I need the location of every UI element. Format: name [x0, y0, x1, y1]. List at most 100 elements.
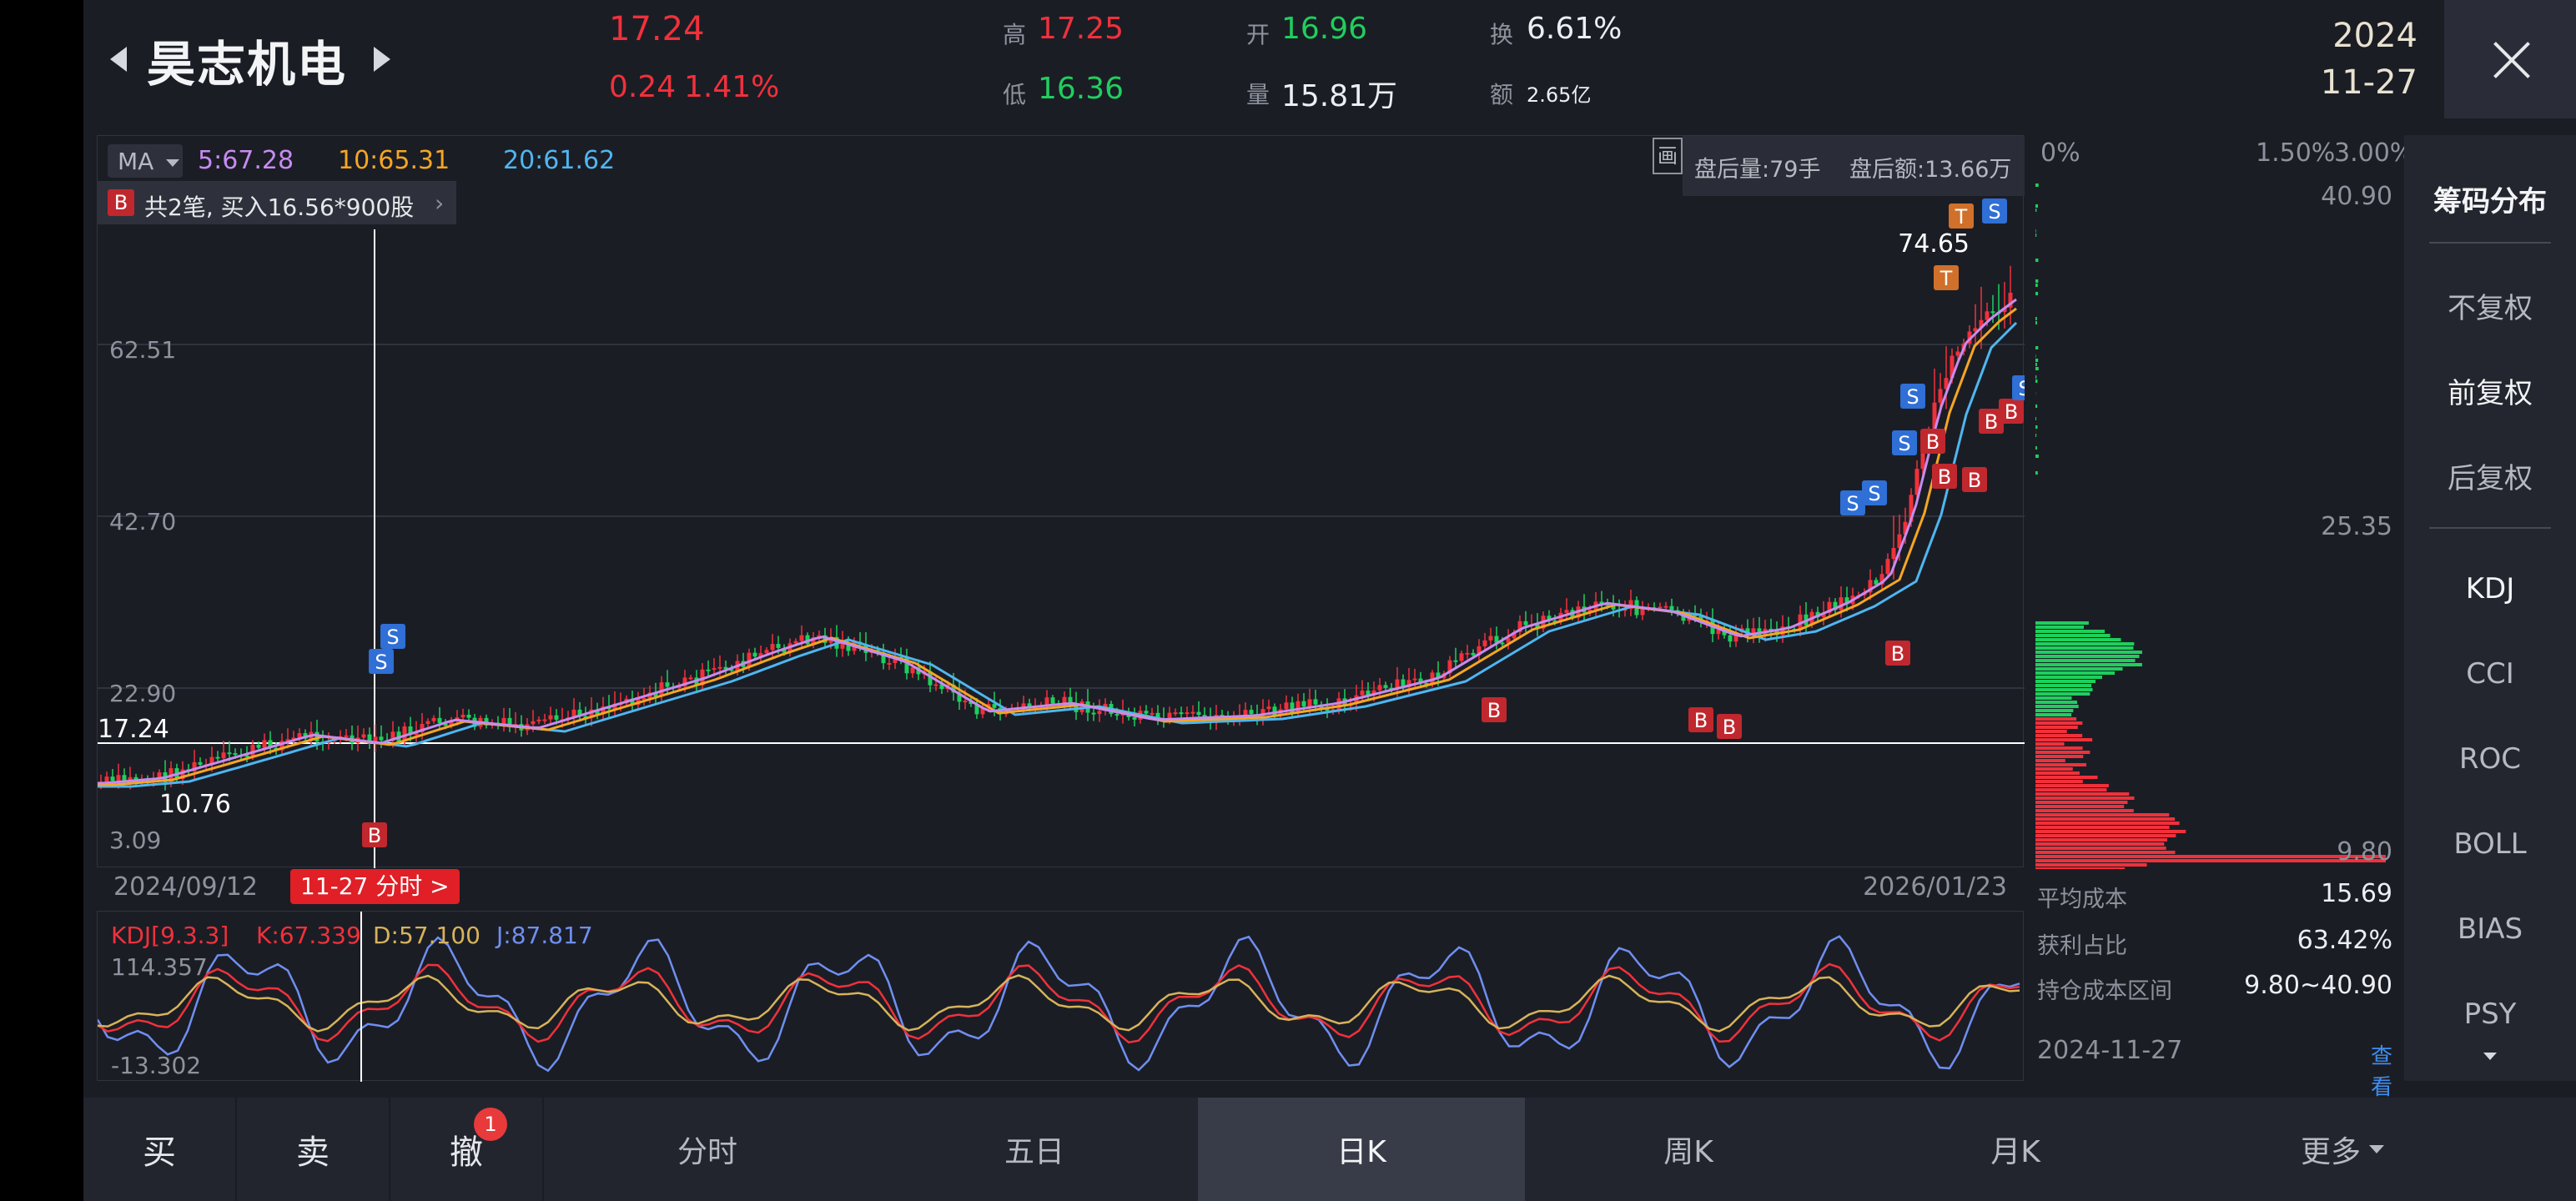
candle-body [1914, 469, 1919, 495]
candle-body [361, 734, 366, 738]
chip-bar [2035, 379, 2038, 383]
sidebar-item-chip[interactable]: 筹码分布 [2433, 185, 2547, 219]
candle-body [431, 717, 436, 721]
avg-cost-value: 15.69 [2321, 879, 2392, 908]
close-button[interactable] [2444, 0, 2576, 118]
trade-marker-label: B [1487, 699, 1501, 722]
draw-tool-button[interactable]: 画 [1653, 138, 1683, 174]
chip-bar [2035, 446, 2037, 450]
stock-name[interactable]: 昊志机电 [147, 36, 348, 93]
candle-body [1220, 715, 1225, 717]
trade-marker-label: B [1891, 642, 1904, 666]
chip-bar [2035, 701, 2078, 704]
tab-monthly-k[interactable]: 月K [1990, 1135, 2040, 1169]
tab-daily-k[interactable]: 日K [1198, 1098, 1525, 1201]
sidebar-item-bias[interactable]: BIAS [2457, 912, 2523, 946]
sidebar-item-kdj[interactable]: KDJ [2465, 572, 2515, 606]
trade-marker-label: S [375, 651, 387, 674]
prev-stock-icon[interactable] [110, 47, 127, 72]
trade-marker [1979, 409, 2004, 434]
tab-weekly-k[interactable]: 周K [1663, 1135, 1713, 1169]
candle-body [910, 667, 915, 674]
chip-bar [2035, 859, 2386, 862]
candle-body [244, 755, 249, 757]
candle-body [770, 644, 775, 651]
sidebar-item-backward-adjust[interactable]: 后复权 [2448, 462, 2533, 495]
chip-bar [2035, 734, 2083, 737]
candle-body [262, 740, 267, 748]
cancel-order-button[interactable]: 撤 [390, 1098, 544, 1201]
candle-body [1167, 712, 1172, 720]
candle-body [1150, 712, 1155, 715]
chip-bar [2035, 259, 2039, 262]
sidebar-item-no-adjust[interactable]: 不复权 [2448, 292, 2533, 325]
candle-body [957, 692, 962, 702]
candle-body [221, 752, 226, 759]
candle-body [963, 701, 968, 703]
candle-body [291, 737, 296, 740]
cursor-time-tag[interactable]: 11-27 分时 > [290, 869, 460, 904]
candle-body [420, 724, 425, 732]
chip-bar [2035, 705, 2079, 708]
buy-button[interactable]: 买 [83, 1098, 237, 1201]
y-label-1: 62.51 [109, 336, 177, 364]
sell-button[interactable]: 卖 [237, 1098, 390, 1201]
amount-value: 2.65亿 [1527, 83, 1592, 107]
sidebar-item-cci[interactable]: CCI [2466, 657, 2514, 691]
candle-body [992, 704, 997, 708]
chip-bar [2035, 455, 2039, 458]
candle-body [1091, 712, 1096, 715]
trade-marker-label: T [1940, 267, 1953, 290]
candle-body [933, 684, 938, 686]
trade-marker [1900, 384, 1925, 409]
candle-body [1418, 678, 1423, 683]
candle-body [379, 736, 384, 741]
sidebar-item-psy[interactable]: PSY [2463, 997, 2517, 1031]
low-value: 16.36 [1038, 72, 1124, 106]
candle-body [665, 682, 670, 687]
candle-body [1512, 631, 1517, 639]
chip-bar [2035, 776, 2098, 779]
candle-body [939, 684, 944, 690]
trade-marker-label: S [1846, 492, 1859, 515]
chip-bar [2035, 755, 2084, 758]
candle-body [548, 715, 553, 720]
kdj-chart[interactable]: KDJ[9.3.3] K:67.339 D:57.100 J:87.817 11… [97, 911, 2024, 1082]
candle-body [1453, 660, 1458, 662]
scroll-down-icon[interactable] [2483, 1053, 2497, 1060]
candle-body [1377, 685, 1382, 691]
candle-body [1062, 696, 1067, 706]
sidebar-item-roc[interactable]: ROC [2458, 742, 2522, 776]
candle-body [279, 741, 284, 751]
chip-bar [2035, 659, 2136, 662]
ma-selector[interactable]: MA [108, 144, 183, 178]
candle-body [840, 642, 845, 649]
chip-bar [2035, 209, 2037, 212]
candle-body [227, 752, 232, 755]
price-change-pct: 1.41% [684, 70, 780, 104]
sidebar-item-forward-adjust[interactable]: 前复权 [2448, 377, 2533, 410]
tab-five-day[interactable]: 五日 [1004, 1135, 1064, 1169]
candle-body [1243, 710, 1248, 716]
candle-body [466, 714, 471, 718]
trade-note-badge: B [108, 189, 134, 216]
trade-note[interactable]: B 共2笔, 买入16.56*900股 › [98, 181, 456, 224]
sidebar-item-boll[interactable]: BOLL [2453, 827, 2527, 861]
dist-x-label-2: 3.00% [2334, 138, 2414, 168]
chevron-right-icon: › [435, 189, 445, 217]
chip-bar [2035, 630, 2106, 633]
chip-bar [2035, 234, 2037, 237]
candle-body [209, 756, 214, 765]
kdj-title: KDJ[9.3.3] [111, 922, 229, 949]
candle-body [1944, 378, 1949, 389]
candle-body [1290, 702, 1295, 713]
tab-intraday[interactable]: 分时 [677, 1135, 737, 1169]
tab-more[interactable]: 更多 [2179, 1098, 2506, 1201]
candle-body [554, 715, 559, 720]
candle-body [1909, 495, 1914, 522]
chip-bar [2035, 842, 2165, 846]
next-stock-icon[interactable] [374, 47, 390, 72]
dist-x-label-0: 0% [2040, 138, 2080, 168]
high-value: 17.25 [1038, 12, 1124, 46]
